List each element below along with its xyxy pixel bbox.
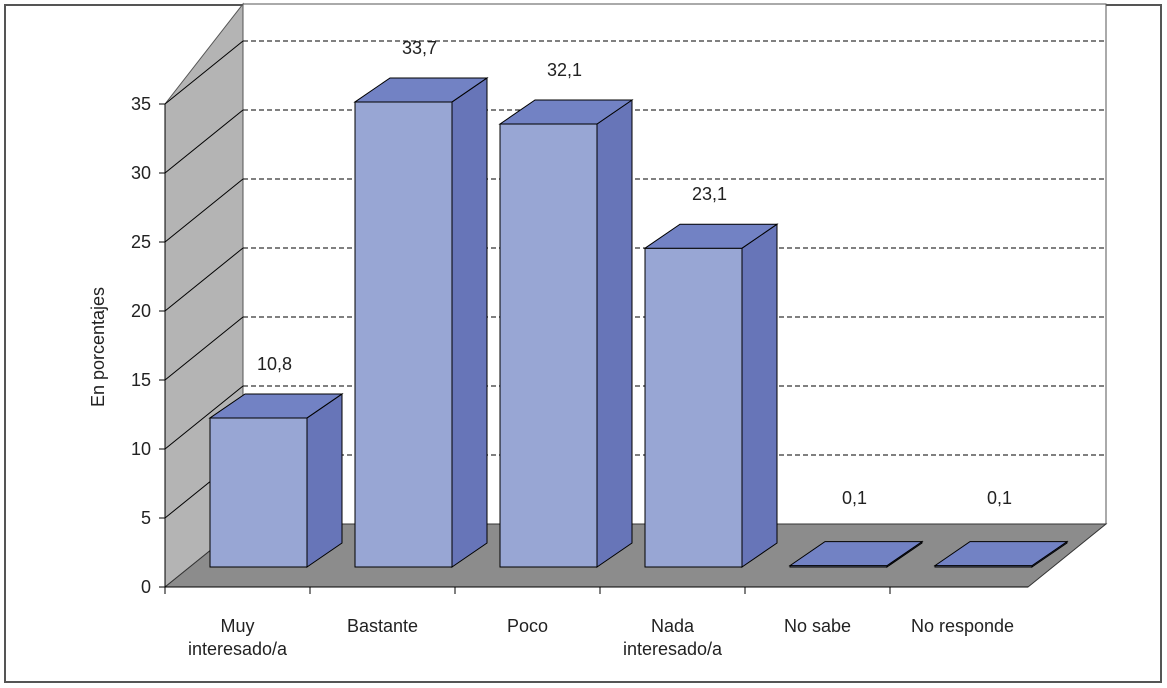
bar (933, 540, 1069, 568)
gridline-diagonal (164, 109, 244, 174)
bar-front (354, 101, 453, 568)
bar-top (498, 99, 634, 125)
y-tick-label: 5 (141, 508, 151, 528)
x-tick-label: Nada interesado/a (623, 616, 723, 659)
bars (208, 76, 1069, 568)
data-label: 32,1 (547, 60, 582, 80)
x-tick-label: Bastante (347, 616, 418, 636)
gridline-diagonal (164, 40, 244, 105)
data-label: 0,1 (842, 488, 867, 508)
y-axis-label: En porcentajes (88, 287, 108, 407)
bar-front (499, 123, 598, 568)
bar-top (788, 541, 924, 567)
bar-side (451, 76, 488, 568)
gridline-diagonal (164, 178, 244, 243)
y-tick-label: 20 (131, 301, 151, 321)
y-tick-label: 15 (131, 370, 151, 390)
gridline-diagonal (164, 316, 244, 381)
gridline-diagonal (164, 247, 244, 312)
y-tick-label: 25 (131, 232, 151, 252)
bar-side (741, 223, 778, 568)
axes (159, 103, 1028, 594)
x-tick-label: Muy interesado/a (188, 616, 288, 659)
y-tick-label: 30 (131, 163, 151, 183)
bar-top (933, 541, 1069, 567)
data-label: 10,8 (257, 354, 292, 374)
y-tick-label: 0 (141, 577, 151, 597)
x-tick-label: No responde (911, 616, 1014, 636)
y-tick-label: 10 (131, 439, 151, 459)
data-label: 33,7 (402, 38, 437, 58)
bar-top (208, 393, 344, 419)
x-tick-label: Poco (507, 616, 548, 636)
bar (353, 76, 489, 568)
bar (208, 393, 344, 568)
x-tick-label: No sabe (784, 616, 851, 636)
bar-front (644, 247, 743, 568)
bar-front (209, 417, 308, 568)
bar-side (306, 393, 343, 568)
y-tick-label: 35 (131, 94, 151, 114)
gridline-diagonal (164, 385, 244, 450)
data-label: 23,1 (692, 184, 727, 204)
bar (788, 540, 924, 568)
bar (498, 99, 634, 568)
bar (643, 223, 779, 568)
data-label: 0,1 (987, 488, 1012, 508)
labels: 0 5 10 15 20 25 30 35 10,8 Muy interesado/a 33,7 Bas… (131, 38, 1014, 659)
bar-top (353, 77, 489, 103)
bar-side (596, 99, 633, 568)
bar-top (643, 223, 779, 249)
